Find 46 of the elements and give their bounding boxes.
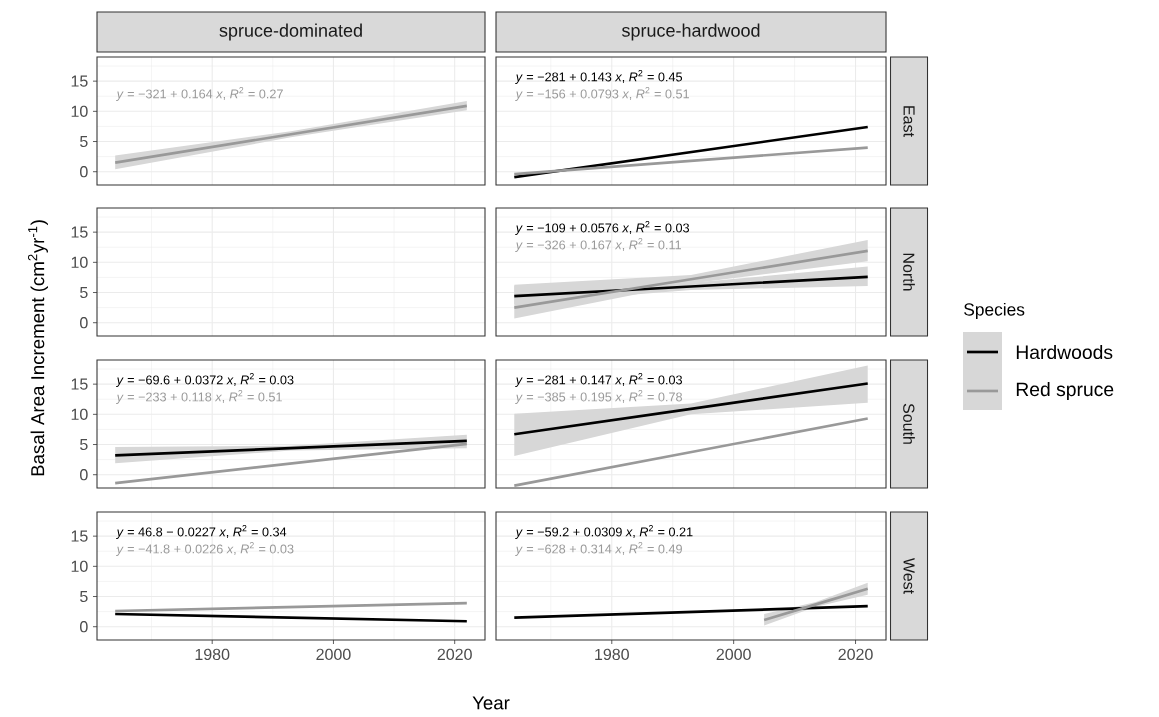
y-tick-label: 10 [71,256,88,268]
legend-title: Species [964,302,1025,320]
y-tick-label: 0 [80,621,88,633]
annotation: y = −59.2 + 0.0309 x, R$^{2}$ = 0.21 [515,525,693,539]
y-tick-label: 5 [80,135,88,148]
x-tick-label: 2000 [316,648,351,661]
y-axis-title: Basal Area Increment (cm$^{2}$yr$^{-1}$) [28,220,48,476]
x-tick-label: 2000 [716,648,751,661]
y-tick-label: 15 [71,530,88,542]
y2-axis-title: North [903,253,915,291]
x-tick-label: 1980 [595,648,629,661]
y-tick-label: 15 [71,75,88,87]
annotation: y = −281 + 0.147 x, R$^{2}$ = 0.03 [515,373,682,387]
y-tick-label: 15 [71,226,88,238]
chart-title: spruce-dominated [219,23,362,41]
annotation: y = −69.6 + 0.0372 x, R$^{2}$ = 0.03 [115,373,294,387]
annotation: y = −385 + 0.195 x, R$^{2}$ = 0.78 [515,390,683,404]
y-tick-label: 10 [71,105,88,117]
x-tick-label: 2020 [437,648,472,661]
legend-label: Red spruce [1016,381,1114,401]
y-tick-label: 5 [80,590,88,603]
y-tick-label: 0 [80,469,88,481]
annotation: y = −321 + 0.164 x, R$^{2}$ = 0.27 [115,87,283,101]
annotation: y = −156 + 0.0793 x, R$^{2}$ = 0.51 [515,87,689,101]
x-axis-title: Year [472,696,510,710]
x-tick-label: 1980 [195,648,230,661]
y-tick-label: 10 [71,560,88,572]
annotation: y = −281 + 0.143 x, R$^{2}$ = 0.45 [515,70,683,84]
y-tick-label: 10 [71,408,88,420]
annotation: y = −326 + 0.167 x, R$^{2}$ = 0.11 [515,238,682,252]
annotation: y = −109 + 0.0576 x, R$^{2}$ = 0.03 [515,221,690,235]
y-tick-label: 0 [80,166,88,178]
y2-axis-title: East [903,106,915,137]
annotation: y = −41.8 + 0.0226 x, R$^{2}$ = 0.03 [115,542,294,556]
annotation: y = 46.8 − 0.0227 x, R$^{2}$ = 0.34 [115,525,287,539]
y-tick-label: 15 [71,378,88,390]
x-tick-label: 2020 [838,648,873,661]
y2-axis-title: West [903,557,915,594]
y-tick-label: 5 [80,438,88,451]
annotation: y = −233 + 0.118 x, R$^{2}$ = 0.51 [115,390,282,404]
legend-label: Hardwoods [1016,344,1113,360]
chart-title: spruce-hardwood [621,23,760,41]
annotation: y = −628 + 0.314 x, R$^{2}$ = 0.49 [515,542,682,556]
y2-axis-title: South [903,403,915,444]
y-tick-label: 5 [80,286,88,299]
y-tick-label: 0 [80,317,88,329]
